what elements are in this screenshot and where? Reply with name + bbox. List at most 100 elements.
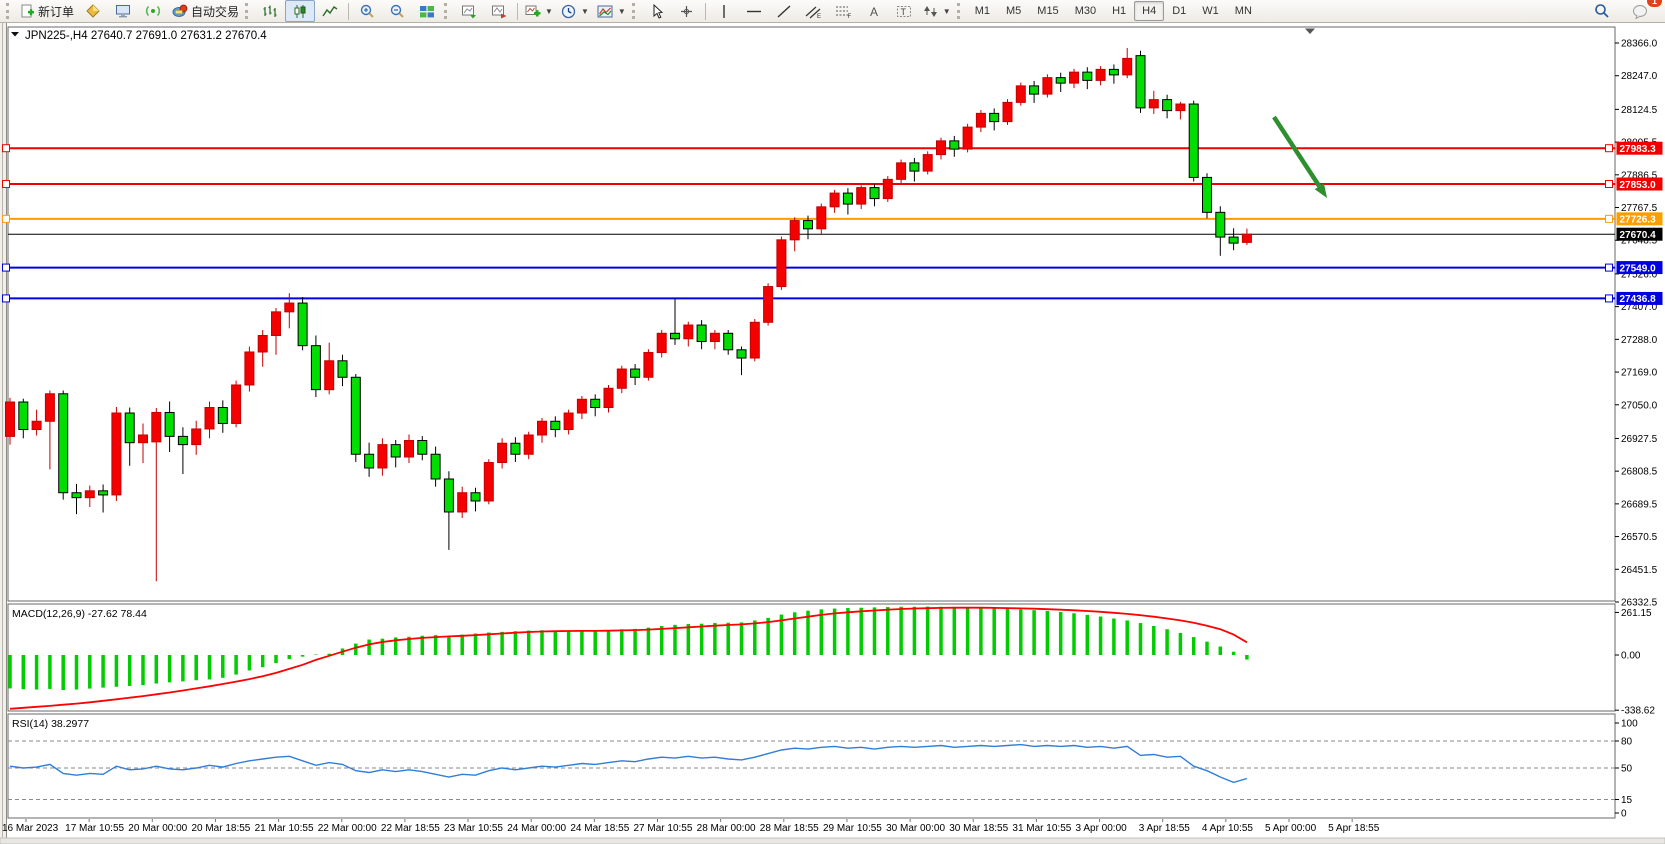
channel-tool-button[interactable]: E <box>799 0 829 22</box>
drawn-arrow-annotation[interactable] <box>1272 115 1327 198</box>
horizontal-line-object[interactable] <box>2 180 1616 189</box>
timeframe-d1-button[interactable]: D1 <box>1172 5 1187 17</box>
time-axis-label: 21 Mar 10:55 <box>255 823 314 834</box>
horizontal-line-tool-button[interactable] <box>739 0 769 22</box>
rsi-tick-label: 15 <box>1621 795 1633 806</box>
horizontal-line-object[interactable] <box>2 294 1616 303</box>
cursor-tool-button[interactable] <box>642 0 672 22</box>
signals-button[interactable] <box>138 0 168 22</box>
chart-next-icon <box>492 5 507 18</box>
zoom-in-button[interactable] <box>352 0 382 22</box>
notification-badge: 1 <box>1646 0 1662 7</box>
toolbar-separator <box>517 2 519 20</box>
time-axis[interactable]: 16 Mar 2023 17 Mar 10:55 20 Mar 00:00 20 Ma… <box>2 819 1380 834</box>
line-handle[interactable] <box>2 214 10 223</box>
templates-button[interactable]: ▼ <box>593 0 630 22</box>
line-handle[interactable] <box>2 263 10 272</box>
terminal-button[interactable] <box>108 0 138 22</box>
label-tool-button[interactable]: T <box>889 0 919 22</box>
price-tick-label: 27169.0 <box>1621 368 1658 379</box>
rsi-panel[interactable]: 100 80 50 15 0 RSI(14) 38.2977 <box>7 713 1638 820</box>
autotrading-icon <box>172 4 188 17</box>
clock-icon <box>561 4 576 18</box>
timeframe-m30-button[interactable]: M30 <box>1074 5 1097 17</box>
toolbar-grip[interactable] <box>245 3 251 19</box>
horizontal-line-object[interactable] <box>2 263 1616 272</box>
horizontal-line-object[interactable] <box>2 144 1616 153</box>
signal-radar-icon <box>145 5 161 17</box>
time-axis-label: 5 Apr 18:55 <box>1328 823 1380 834</box>
line-handle[interactable] <box>1605 180 1613 189</box>
line-handle[interactable] <box>1605 294 1613 303</box>
fibonacci-tool-button[interactable]: F <box>829 0 859 22</box>
svg-text:27670.4: 27670.4 <box>1620 230 1657 241</box>
price-axis[interactable]: 28366.028247.028124.528005.527886.527767… <box>1615 39 1663 609</box>
time-axis-label: 30 Mar 00:00 <box>886 823 945 834</box>
timeframe-h4-button[interactable]: H4 <box>1134 1 1165 21</box>
current-price-label: 27670.4 <box>1616 227 1663 241</box>
svg-text:A: A <box>870 5 878 19</box>
search-button[interactable] <box>1587 0 1617 22</box>
price-tick-label: 27526.0 <box>1621 269 1658 280</box>
line-handle[interactable] <box>1605 263 1613 272</box>
vertical-line-tool-button[interactable] <box>709 0 739 22</box>
candlestick-mode-button[interactable] <box>285 0 316 22</box>
svg-text:F: F <box>848 14 852 19</box>
timeframe-w1-button[interactable]: W1 <box>1202 5 1219 17</box>
market-depth-button[interactable] <box>78 0 108 22</box>
line-handle[interactable] <box>2 180 10 189</box>
line-handle[interactable] <box>2 144 10 153</box>
time-axis-label: 4 Apr 10:55 <box>1202 823 1254 834</box>
timeframe-mn-button[interactable]: MN <box>1234 5 1252 17</box>
price-tick-label: 28124.5 <box>1621 105 1658 116</box>
new-order-button[interactable]: 新订单 <box>16 0 78 22</box>
zoom-out-button[interactable] <box>382 0 412 22</box>
time-axis-label: 23 Mar 10:55 <box>444 823 503 834</box>
toolbar-grip[interactable] <box>631 3 638 19</box>
time-axis-label: 3 Apr 18:55 <box>1139 823 1191 834</box>
text-tool-button[interactable]: A <box>859 0 889 22</box>
main-chart-panel[interactable]: JPN225-,H4 27640.7 27691.0 27631.2 27670… <box>2 26 1616 602</box>
toolbar-separator <box>348 2 350 20</box>
timeframe-h1-button[interactable]: H1 <box>1112 5 1127 17</box>
time-axis-label: 16 Mar 2023 <box>2 823 59 834</box>
periods-button[interactable]: ▼ <box>557 0 593 22</box>
price-tick-label: 26332.5 <box>1621 598 1658 609</box>
timeframe-m15-button[interactable]: M15 <box>1037 5 1059 17</box>
crosshair-tool-button[interactable] <box>672 0 702 22</box>
time-axis-label: 20 Mar 00:00 <box>128 823 187 834</box>
tile-windows-icon <box>420 5 435 17</box>
toolbar-grip[interactable] <box>956 3 963 19</box>
line-handle[interactable] <box>1605 144 1613 153</box>
toolbar-grip[interactable] <box>444 3 450 19</box>
dropdown-caret-icon: ▼ <box>580 6 589 16</box>
bar-chart-mode-button[interactable] <box>255 0 285 22</box>
svg-text:27549.0: 27549.0 <box>1620 263 1657 274</box>
price-tick-label: 27648.5 <box>1621 236 1658 247</box>
candlestick-series[interactable] <box>5 47 1252 582</box>
new-chart-button[interactable] <box>454 0 484 22</box>
timeframe-m5-button[interactable]: M5 <box>1006 5 1022 17</box>
profiles-button[interactable] <box>484 0 514 22</box>
line-handle[interactable] <box>2 294 10 303</box>
trendline-tool-button[interactable] <box>769 0 799 22</box>
autotrading-button[interactable]: 自动交易 <box>168 0 243 22</box>
macd-panel[interactable]: 261.15 0.00 -338.62 MACD(12,26,9) -27.62 78… <box>7 603 1655 717</box>
chart-shift-marker[interactable] <box>1305 28 1315 35</box>
arrows-tool-button[interactable]: ▼ <box>919 0 955 22</box>
toolbar-grip[interactable] <box>6 3 12 19</box>
price-tick-label: 28366.0 <box>1621 39 1658 50</box>
line-chart-mode-button[interactable] <box>315 0 345 22</box>
chart-menu-icon[interactable] <box>11 32 19 37</box>
line-handle[interactable] <box>1605 214 1613 223</box>
tile-windows-button[interactable] <box>412 0 442 22</box>
horizontal-line-object[interactable] <box>2 214 1616 223</box>
price-tick-label: 26808.5 <box>1621 467 1658 478</box>
price-tick-label: 27886.5 <box>1621 170 1658 181</box>
candlestick-icon <box>294 4 306 18</box>
price-tick-label: 27288.0 <box>1621 335 1658 346</box>
notifications-button[interactable]: 1 <box>1625 0 1662 22</box>
chart-window[interactable]: JPN225-,H4 27640.7 27691.0 27631.2 27670… <box>0 23 1665 844</box>
timeframe-m1-button[interactable]: M1 <box>974 5 990 17</box>
indicators-button[interactable]: ▼ <box>521 0 557 22</box>
